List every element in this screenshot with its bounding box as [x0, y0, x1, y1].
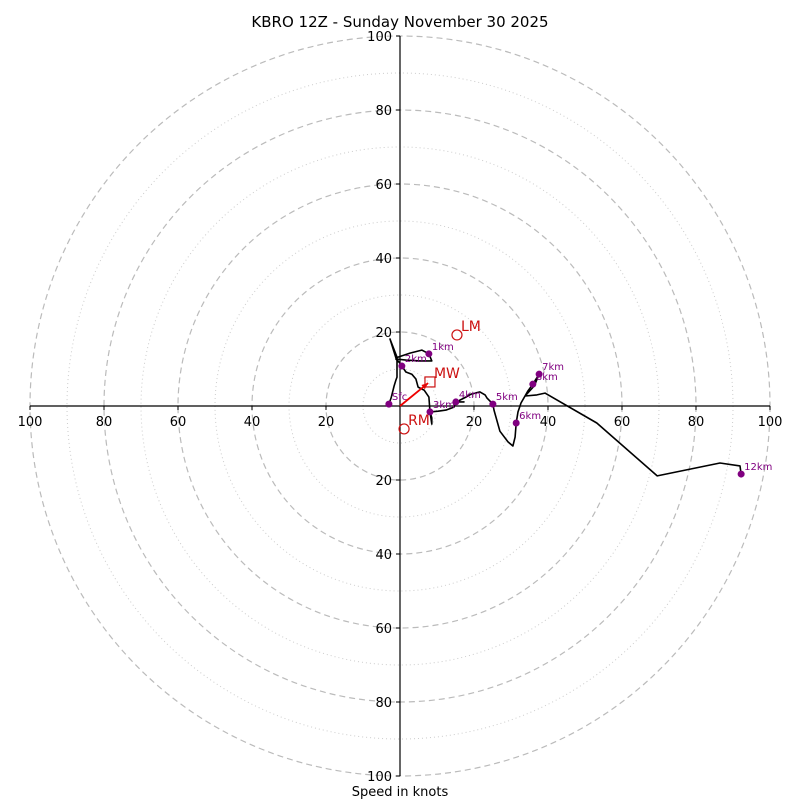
- storm-marker-LM: [451, 329, 463, 341]
- storm-motion-markers: LM RM MW: [398, 319, 481, 435]
- y-tick-label: 60: [375, 178, 392, 193]
- x-tick-label: 60: [614, 415, 631, 430]
- height-marker-6km: [512, 419, 520, 427]
- x-tick-label: 80: [688, 415, 705, 430]
- height-label-1km: 1km: [432, 342, 454, 353]
- height-label-6km: 6km: [519, 411, 541, 422]
- height-label-12km: 12km: [744, 462, 772, 473]
- height-marker-3km: [426, 408, 434, 416]
- height-label-Sfc: Sfc: [392, 392, 407, 403]
- storm-label-LM: LM: [461, 319, 481, 335]
- chart-title: KBRO 12Z - Sunday November 30 2025: [251, 13, 548, 31]
- tick-labels: 100 80 60 40 20 20 40 60 80 100 100 80 60 40 20 20 40 60 8…: [18, 30, 783, 785]
- height-label-5km: 5km: [496, 392, 518, 403]
- y-tick-label: 20: [375, 326, 392, 341]
- x-tick-label: 20: [318, 415, 335, 430]
- height-label-2km: 2km: [405, 354, 427, 365]
- height-marker-Sfc: [385, 400, 393, 408]
- x-tick-label: 100: [18, 415, 43, 430]
- y-tick-label: 40: [375, 548, 392, 563]
- x-tick-label: 100: [758, 415, 783, 430]
- x-tick-label: 40: [540, 415, 557, 430]
- x-tick-label: 60: [170, 415, 187, 430]
- height-label-3km: 3km: [433, 400, 455, 411]
- x-tick-label: 40: [244, 415, 261, 430]
- storm-marker-MW: [424, 376, 436, 388]
- y-tick-label: 60: [375, 622, 392, 637]
- storm-label-MW: MW: [434, 366, 460, 382]
- y-tick-label: 80: [375, 104, 392, 119]
- height-marker-7km: [535, 370, 543, 378]
- height-marker-5km: [489, 400, 497, 408]
- y-tick-label: 100: [367, 770, 392, 785]
- storm-marker-RM: [398, 423, 410, 435]
- height-marker-2km: [398, 362, 406, 370]
- height-marker-8km: [529, 380, 537, 388]
- height-marker-1km: [425, 350, 433, 358]
- height-marker-12km: [737, 470, 745, 478]
- x-tick-label: 80: [96, 415, 113, 430]
- height-marker-4km: [452, 398, 460, 406]
- height-label-4km: 4km: [459, 390, 481, 401]
- y-tick-label: 100: [367, 30, 392, 45]
- height-label-8km: 8km: [536, 372, 558, 383]
- y-tick-label: 20: [375, 474, 392, 489]
- y-tick-label: 80: [375, 696, 392, 711]
- y-tick-label: 40: [375, 252, 392, 267]
- storm-label-RM: RM: [408, 413, 430, 429]
- height-label-7km: 7km: [542, 362, 564, 373]
- x-tick-label: 20: [466, 415, 483, 430]
- x-axis-label: Speed in knots: [352, 785, 449, 800]
